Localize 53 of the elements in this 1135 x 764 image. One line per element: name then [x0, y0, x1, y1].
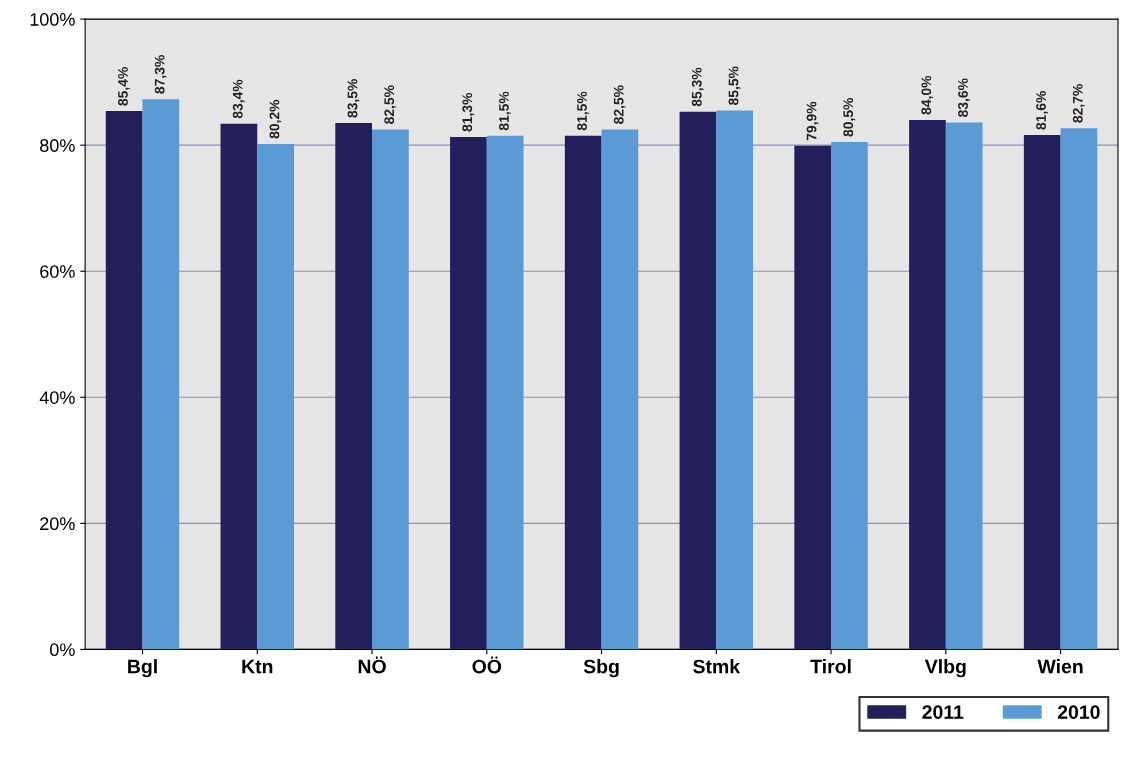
data-label: 81,3%: [462, 92, 475, 132]
data-label: 80,5%: [843, 97, 856, 137]
y-tick-label: 0%: [50, 643, 75, 657]
x-tick-label: Sbg: [583, 659, 619, 678]
bar: [1060, 128, 1098, 650]
y-tick-label: 80%: [40, 139, 75, 152]
bar: [486, 135, 524, 650]
data-label: 84,0%: [921, 75, 934, 115]
x-tick-label: Bgl: [128, 659, 157, 678]
x-tick-label: Tirol: [810, 659, 851, 674]
data-label: 83,4%: [232, 79, 245, 119]
data-label: 81,5%: [577, 91, 589, 131]
data-label: 79,9%: [806, 101, 819, 141]
bar: [601, 129, 639, 650]
x-tick-label: Ktn: [242, 659, 273, 674]
bar: [105, 111, 143, 650]
y-tick-label: 20%: [40, 517, 75, 531]
bar: [335, 123, 373, 650]
data-label: 82,7%: [1072, 84, 1085, 123]
bar: [142, 99, 180, 650]
data-label: 81,5%: [499, 91, 511, 131]
bar: [945, 122, 983, 650]
x-tick-label: Stmk: [693, 659, 741, 674]
y-tick-label: 60%: [40, 265, 75, 278]
data-label: 85,4%: [118, 67, 130, 106]
data-label: 85,5%: [728, 66, 741, 106]
y-tick-label: 40%: [39, 391, 75, 404]
bar: [679, 111, 717, 650]
x-tick-label: Wien: [1037, 659, 1083, 674]
bar: [564, 135, 602, 650]
legend-label: 2010: [1057, 705, 1100, 719]
bar: [831, 142, 868, 650]
bar: [257, 143, 294, 650]
data-label: 85,3%: [691, 67, 704, 107]
data-label: 87,3%: [154, 55, 167, 94]
bar: [450, 136, 487, 650]
data-label: 80,2%: [269, 99, 282, 139]
bar: [909, 119, 946, 650]
x-tick-label: OÖ: [472, 656, 502, 674]
x-tick-label: Vlbg: [924, 659, 966, 678]
bar: [220, 123, 258, 650]
x-tick-label: NÖ: [358, 656, 386, 674]
data-label: 82,5%: [384, 85, 397, 124]
legend-label: 2011: [922, 705, 964, 719]
bar: [1023, 135, 1061, 650]
bar: [794, 145, 832, 650]
data-label: 83,5%: [347, 79, 360, 118]
data-label: 82,5%: [613, 85, 626, 124]
data-label: 83,6%: [958, 78, 970, 117]
data-label: 81,6%: [1036, 91, 1048, 130]
bar: [716, 110, 754, 650]
y-tick-label: 100%: [30, 13, 75, 26]
bar: [372, 129, 409, 650]
